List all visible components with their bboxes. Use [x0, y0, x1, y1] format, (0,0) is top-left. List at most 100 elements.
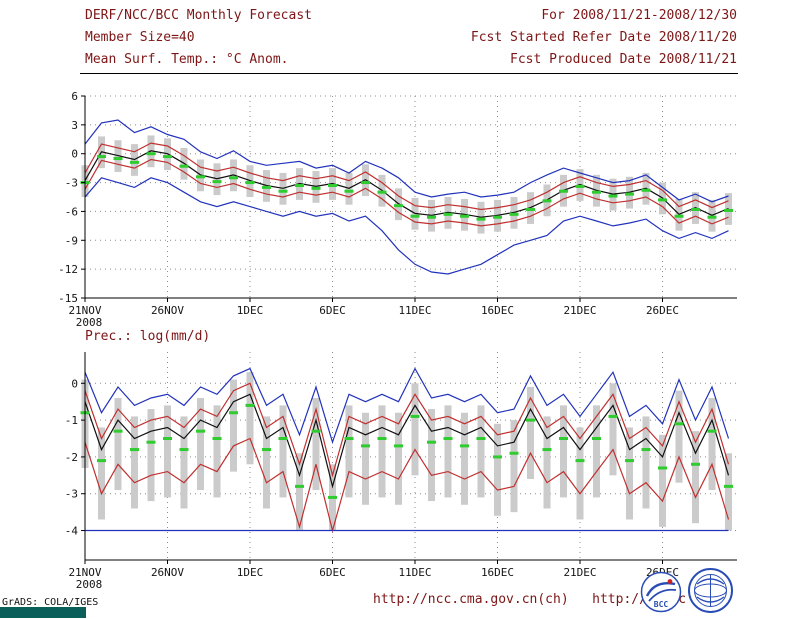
- median-mark: [229, 176, 238, 180]
- median-mark: [361, 444, 370, 448]
- spread-bar: [609, 383, 617, 476]
- x-tick-label: 6DEC: [319, 566, 346, 579]
- median-mark: [344, 189, 354, 193]
- median-mark: [245, 181, 255, 185]
- median-mark: [707, 429, 717, 433]
- median-mark: [146, 440, 156, 444]
- spread-bar: [593, 405, 600, 498]
- series-line-ensemble-mean: [84, 393, 730, 489]
- x-tick-label: 1DEC: [237, 304, 264, 317]
- x-sub-label: 2008: [76, 578, 103, 591]
- median-mark: [311, 429, 321, 433]
- median-mark: [625, 459, 634, 463]
- median-mark: [625, 192, 634, 196]
- median-mark: [575, 459, 585, 463]
- median-mark: [394, 444, 403, 448]
- y-tick-label: 3: [71, 119, 78, 132]
- median-mark: [278, 437, 288, 441]
- median-mark: [608, 414, 618, 418]
- spread-bar: [659, 434, 666, 527]
- median-mark: [344, 437, 354, 441]
- spread-bar: [230, 379, 237, 472]
- median-mark: [674, 422, 684, 426]
- x-tick-label: 26NOV: [151, 304, 184, 317]
- refer-date-label: Fcst Started Refer Date 2008/11/20: [470, 30, 737, 45]
- median-mark: [707, 215, 717, 219]
- median-mark: [443, 212, 453, 216]
- page-title: DERF/NCC/BCC Monthly Forecast: [85, 8, 312, 23]
- median-mark: [460, 444, 469, 448]
- median-mark: [179, 164, 189, 168]
- spread-bar: [147, 409, 155, 502]
- median-mark: [608, 194, 618, 198]
- spread-bar: [378, 405, 386, 498]
- spread-bar: [494, 423, 501, 516]
- median-mark: [658, 466, 667, 470]
- x-tick-label: 16DEC: [481, 566, 514, 579]
- median-mark: [427, 215, 436, 219]
- bcc-logo: BCC: [640, 571, 682, 619]
- spread-bar: [131, 416, 138, 509]
- series-line-ensemble-max: [84, 367, 730, 445]
- median-mark: [196, 429, 205, 433]
- spread-bar: [560, 405, 567, 498]
- median-mark: [427, 440, 436, 444]
- cma-logo: [687, 567, 734, 618]
- median-mark: [542, 199, 552, 203]
- median-mark: [262, 185, 271, 189]
- spread-bar: [213, 405, 221, 498]
- median-mark: [328, 495, 337, 499]
- spread-bar: [180, 416, 188, 509]
- median-mark: [493, 215, 502, 219]
- spread-bar: [164, 405, 171, 498]
- y-tick-label: -3: [65, 488, 78, 501]
- median-mark: [410, 414, 420, 418]
- y-tick-label: -12: [58, 263, 78, 276]
- spread-bar: [692, 431, 699, 524]
- median-mark: [212, 437, 222, 441]
- median-mark: [724, 208, 733, 212]
- median-mark: [575, 184, 585, 188]
- median-mark: [245, 403, 255, 407]
- spread-bar: [708, 398, 716, 491]
- spread-bar: [411, 383, 419, 476]
- member-size-label: Member Size=40: [85, 30, 195, 45]
- median-mark: [163, 155, 172, 159]
- series-line-ensemble-max: [84, 119, 729, 203]
- x-sub-label: 2008: [76, 316, 103, 329]
- y-tick-label: -3: [65, 177, 78, 190]
- median-mark: [130, 160, 139, 164]
- median-mark: [724, 484, 733, 488]
- median-mark: [542, 448, 552, 452]
- median-mark: [196, 175, 205, 179]
- y-tick-label: -9: [65, 234, 78, 247]
- precip-chart-title: Prec.: log(mm/d): [85, 329, 211, 344]
- spread-bar: [395, 412, 402, 505]
- series-line-ensemble-mean: [84, 150, 729, 218]
- median-mark: [592, 437, 601, 441]
- series-line-plus-one-std: [84, 382, 730, 478]
- median-mark: [526, 418, 535, 422]
- bcc-logo-graphic: BCC: [640, 571, 682, 613]
- y-tick-label: -15: [58, 292, 78, 305]
- median-mark: [641, 188, 651, 192]
- median-mark: [278, 189, 288, 193]
- median-mark: [559, 189, 568, 193]
- x-tick-label: 21DEC: [563, 566, 596, 579]
- median-mark: [97, 459, 106, 463]
- x-tick-label: 6DEC: [319, 304, 346, 317]
- x-tick-label: 21DEC: [563, 304, 596, 317]
- median-mark: [97, 155, 106, 159]
- spread-bar: [642, 416, 650, 509]
- spread-bar: [345, 405, 353, 498]
- forecast-range-label: For 2008/11/21-2008/12/30: [541, 8, 737, 23]
- median-mark: [394, 204, 403, 208]
- x-tick-label: 26DEC: [646, 304, 679, 317]
- median-mark: [328, 183, 337, 187]
- median-mark: [229, 411, 238, 415]
- bottom-left-bar: [0, 607, 86, 618]
- spread-bar: [279, 405, 287, 498]
- median-mark: [179, 448, 189, 452]
